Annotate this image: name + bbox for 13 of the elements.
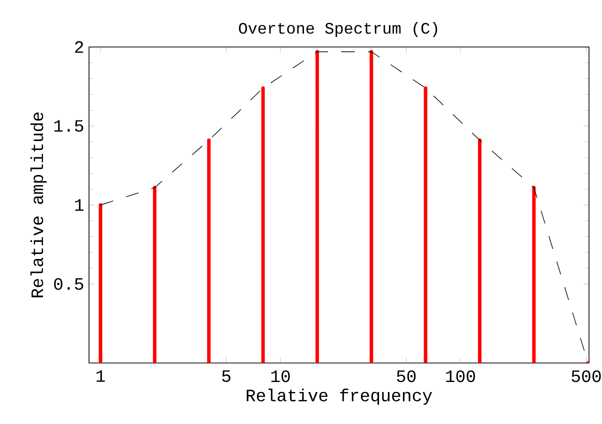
- y-axis-title: Relative amplitude: [30, 112, 47, 298]
- y-tick-label: 1: [75, 199, 84, 211]
- x-tick-label: 100: [446, 370, 475, 382]
- y-tick-label: 0.5: [54, 278, 84, 290]
- x-tick-label: 5: [222, 370, 230, 382]
- x-tick-label: 1: [96, 370, 105, 382]
- y-tick-label: 2: [75, 41, 84, 53]
- chart-title: Overtone Spectrum (C): [238, 22, 438, 37]
- x-tick-label: 500: [572, 370, 601, 382]
- x-axis-title: Relative frequency: [246, 388, 432, 405]
- x-tick-label: 10: [271, 370, 290, 382]
- y-tick-label: 1.5: [54, 120, 84, 132]
- x-tick-label: 50: [396, 370, 416, 382]
